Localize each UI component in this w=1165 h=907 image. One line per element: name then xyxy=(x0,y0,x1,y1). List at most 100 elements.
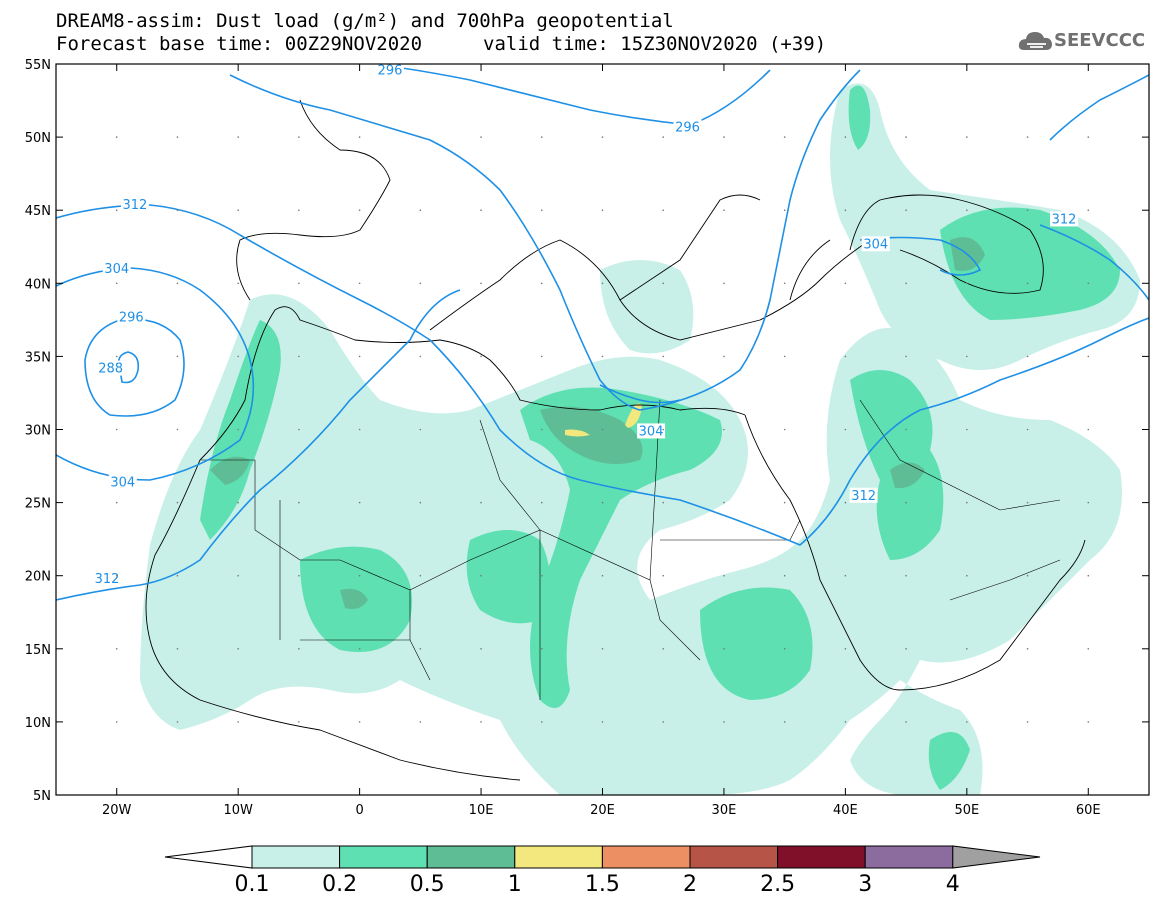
colorbar-under xyxy=(164,845,253,869)
contour-label-bg xyxy=(673,119,702,135)
grid-dot xyxy=(662,428,665,431)
grid-dot xyxy=(358,282,361,285)
grid-dot xyxy=(1026,136,1029,138)
grid-dot xyxy=(905,355,907,358)
grid-dot xyxy=(176,574,179,577)
grid-dot xyxy=(844,209,847,211)
grid-dot xyxy=(358,501,361,504)
colorbar-swatch xyxy=(864,845,954,869)
grid-dot xyxy=(966,136,968,138)
grid-dot xyxy=(176,136,179,138)
grid-dot xyxy=(176,721,179,723)
longitude-axis: 20W 10W 0 10E 20E 30E 40E 50E 60E xyxy=(102,64,1101,818)
contour-label-bg xyxy=(93,571,122,587)
colorbar-over xyxy=(952,845,1041,869)
grid-dot xyxy=(723,136,725,138)
grid-dot xyxy=(1026,648,1029,650)
grid-dot xyxy=(115,282,118,285)
grid-dot xyxy=(298,501,300,504)
grid-dot xyxy=(480,574,482,577)
grid-dot xyxy=(844,648,847,650)
grid-dot xyxy=(905,501,907,504)
grid-dot xyxy=(480,209,482,211)
lon-tick-label: 50E xyxy=(954,803,979,818)
lon-tick-label: 0 xyxy=(355,803,363,818)
cloud-icon xyxy=(1018,32,1052,50)
grid-dot xyxy=(540,136,543,138)
lat-tick-label: 10N xyxy=(25,716,51,731)
grid-dot xyxy=(783,282,786,285)
grid-dot xyxy=(480,721,482,723)
grid-dot xyxy=(905,648,907,650)
grid-dot xyxy=(480,501,482,504)
grid-dot xyxy=(966,574,968,577)
grid-dot xyxy=(540,355,543,358)
grid-dot xyxy=(1026,282,1029,285)
lat-tick-label: 45N xyxy=(25,204,51,219)
grid-dot xyxy=(601,501,604,504)
grid-dot xyxy=(298,136,300,138)
contour-label: 304 xyxy=(863,237,888,252)
lat-tick-label: 20N xyxy=(25,570,51,585)
colorbar-swatch xyxy=(514,845,603,869)
grid-dot xyxy=(176,209,179,211)
lon-tick-label: 10E xyxy=(469,803,494,818)
grid-dot xyxy=(358,136,361,138)
grid-dot xyxy=(115,355,118,358)
grid-dot xyxy=(115,501,118,504)
grid-dot xyxy=(419,501,422,504)
grid-dot xyxy=(662,721,665,723)
grid-dot xyxy=(237,136,239,138)
grid-dot xyxy=(844,721,847,723)
grid-dot xyxy=(1087,282,1090,285)
grid-dot xyxy=(298,721,300,723)
grid-dot xyxy=(905,574,907,577)
grid-dot xyxy=(723,721,725,723)
lat-tick-label: 15N xyxy=(25,643,51,658)
grid-dot xyxy=(358,648,361,650)
contour-label-bg xyxy=(108,474,137,490)
grid-dot xyxy=(358,209,361,211)
grid-dot xyxy=(1087,648,1090,650)
grid-dot xyxy=(662,574,665,577)
contour-label: 312 xyxy=(123,198,148,213)
grid-dot xyxy=(601,282,604,285)
grid-dot xyxy=(115,648,118,650)
grid-dot xyxy=(905,282,907,285)
grid-dot xyxy=(966,355,968,358)
colorbar-label: 3 xyxy=(858,872,872,897)
grid-dot xyxy=(419,355,422,358)
grid-dot xyxy=(480,648,482,650)
borders xyxy=(200,399,1061,700)
colorbar-label: 2.5 xyxy=(760,872,795,897)
grid-dot xyxy=(783,501,786,504)
grid-dot xyxy=(723,501,725,504)
grid-dot xyxy=(1026,721,1029,723)
lon-tick-label: 40E xyxy=(833,803,858,818)
lat-tick-label: 40N xyxy=(25,277,51,292)
grid-dot xyxy=(237,428,239,431)
grid-dot xyxy=(419,574,422,577)
grid-dot xyxy=(540,282,543,285)
grid-dot xyxy=(783,574,786,577)
contour-label: 312 xyxy=(1052,212,1077,227)
grid-dot xyxy=(662,136,665,138)
lat-tick-label: 35N xyxy=(25,350,51,365)
grid-dot xyxy=(480,282,482,285)
grid-dot xyxy=(540,428,543,431)
grid-dot xyxy=(601,209,604,211)
grid-dot xyxy=(844,428,847,431)
colorbar-label: 1.5 xyxy=(585,872,620,897)
grid-dot xyxy=(844,501,847,504)
grid-dot xyxy=(783,136,786,138)
contour-label-bg xyxy=(1049,211,1078,227)
contour-label: 304 xyxy=(104,262,129,277)
grid-dot xyxy=(237,574,239,577)
grid-dot xyxy=(662,355,665,358)
contour-label: 304 xyxy=(110,476,135,491)
grid-dot xyxy=(601,574,604,577)
grid-dot xyxy=(966,501,968,504)
grid-dot xyxy=(601,648,604,650)
grid-dot xyxy=(723,648,725,650)
contour-label: 312 xyxy=(95,572,120,587)
